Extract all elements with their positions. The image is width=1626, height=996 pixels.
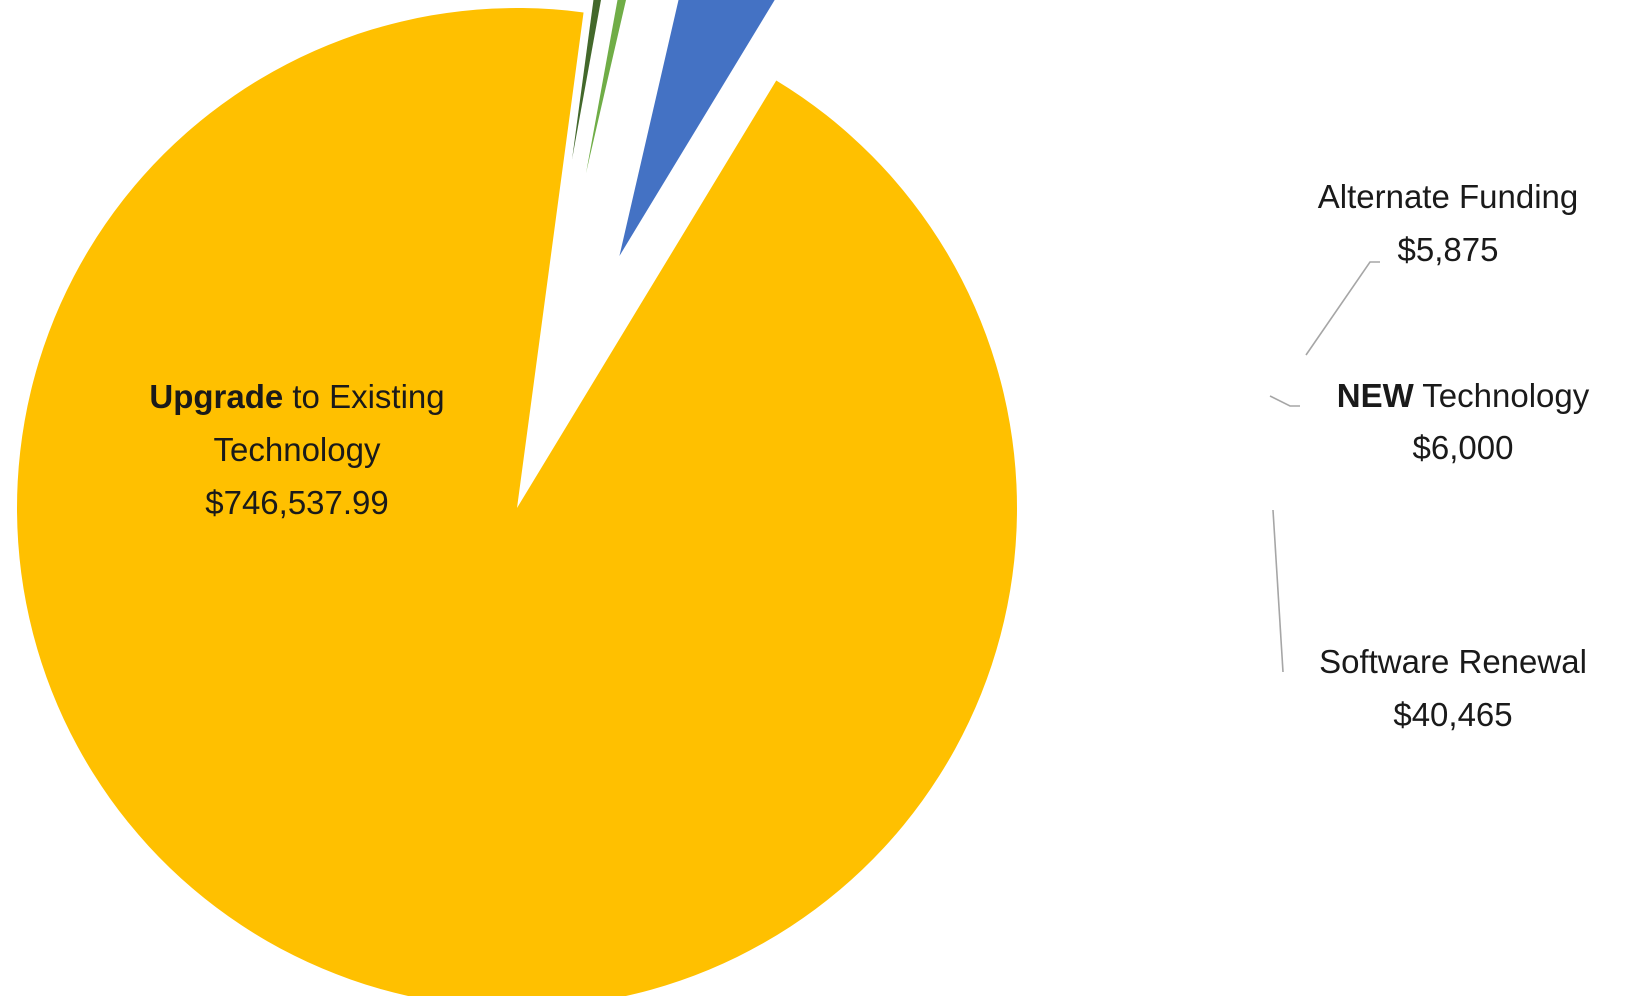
data-label-software-renewal-value: $40,465 [1393,696,1512,733]
leader-line-new-technology [1269,395,1300,407]
data-label-alternate-funding: Alternate Funding $5,875 [1318,178,1579,268]
data-label-alternate-funding-value: $5,875 [1398,231,1499,268]
pie-slices [17,0,1017,996]
data-label-new-technology-name: NEW Technology [1337,377,1590,414]
data-label-upgrade-name-line2: Technology [214,431,381,468]
data-label-upgrade-name: Upgrade to Existing [149,378,444,415]
data-label-upgrade-value: $746,537.99 [205,484,389,521]
data-label-software-renewal: Software Renewal $40,465 [1319,643,1587,733]
pie-slice-software [619,0,775,257]
data-label-new-technology: NEW Technology $6,000 [1337,377,1590,466]
pie-slice-upgrade [17,8,1017,996]
data-label-upgrade: Upgrade to Existing Technology $746,537.… [149,378,444,521]
data-label-alternate-funding-name: Alternate Funding [1318,178,1579,215]
data-label-software-renewal-name: Software Renewal [1319,643,1587,680]
pie-slice-new [586,0,626,174]
leader-line-software-renewal [1272,509,1284,673]
data-label-new-technology-value: $6,000 [1413,429,1514,466]
leader-line-alternate-funding [1305,261,1380,356]
